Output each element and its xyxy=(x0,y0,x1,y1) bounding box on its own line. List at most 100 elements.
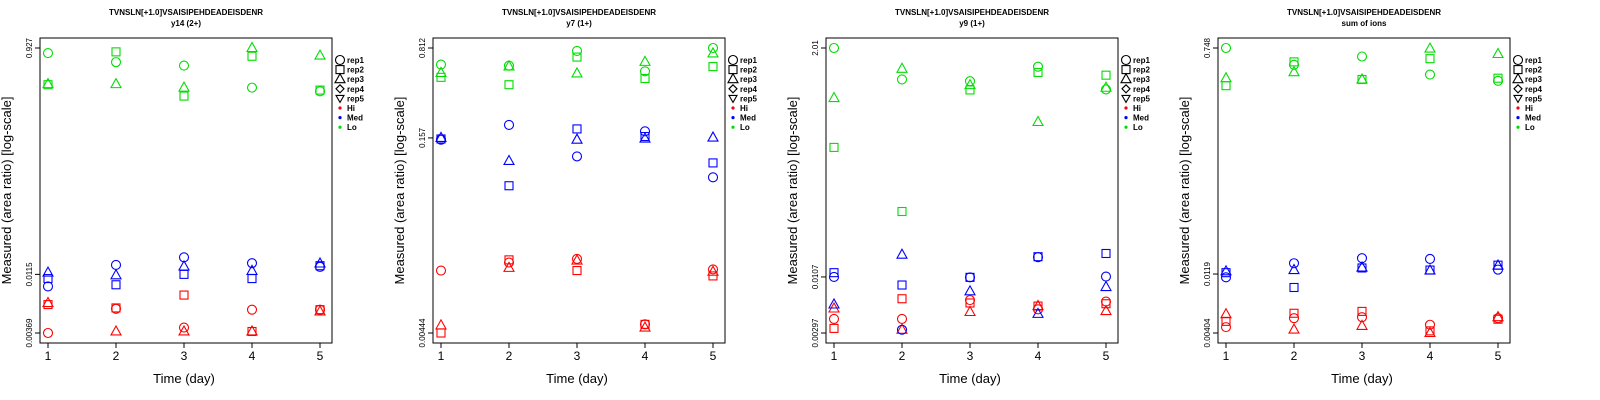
legend-label: rep4 xyxy=(1525,85,1542,94)
legend-marker-rep4 xyxy=(335,84,345,94)
legend-marker-rep3 xyxy=(727,72,739,84)
data-point-lo-rep1 xyxy=(1424,69,1436,80)
x-tick-label: 4 xyxy=(1427,349,1434,363)
data-point-hi-rep3 xyxy=(1424,326,1436,338)
legend-label: rep5 xyxy=(1525,94,1542,103)
data-point-hi-rep1 xyxy=(896,313,908,324)
data-point-hi-rep2 xyxy=(708,271,718,281)
legend-marker-rep4 xyxy=(1121,84,1131,94)
data-point-med-rep1 xyxy=(1288,258,1300,269)
legend-label: rep1 xyxy=(347,56,364,65)
chart-panel-4: TVNSLN[+1.0]VSAISIPEHDEADEISDENR sum of i… xyxy=(1177,8,1542,386)
data-point-hi-rep2 xyxy=(640,319,650,329)
x-tick-label: 1 xyxy=(438,349,445,363)
legend-marker-med xyxy=(731,116,735,120)
x-tick-label: 4 xyxy=(642,349,649,363)
data-point-lo-rep2 xyxy=(179,91,189,101)
data-point-lo-rep1 xyxy=(42,48,54,59)
data-point-lo-rep1 xyxy=(1492,75,1504,86)
plot-frame xyxy=(825,37,1119,344)
legend-label: Lo xyxy=(740,123,750,132)
legend-label: rep1 xyxy=(1525,56,1542,65)
data-point-hi-rep3 xyxy=(1492,310,1504,322)
data-point-med-rep1 xyxy=(1424,253,1436,264)
x-axis-label: Time (day) xyxy=(153,371,215,386)
legend-label: Med xyxy=(740,114,756,123)
data-point-med-rep1 xyxy=(639,126,651,137)
y-tick-label: 0.00444 xyxy=(418,318,427,347)
data-point-hi-rep2 xyxy=(436,328,446,338)
data-point-lo-rep3 xyxy=(110,77,122,89)
data-point-lo-rep3 xyxy=(1032,115,1044,127)
data-point-med-rep3 xyxy=(639,131,651,143)
legend-label: rep1 xyxy=(740,56,757,65)
data-point-lo-rep2 xyxy=(897,206,907,217)
legend-marker-hi xyxy=(1516,106,1520,110)
legend-label: rep2 xyxy=(1525,66,1542,75)
data-point-lo-rep3 xyxy=(42,77,54,89)
data-point-hi-rep2 xyxy=(1289,308,1299,318)
legend-marker-hi xyxy=(731,106,735,110)
data-point-med-rep3 xyxy=(1100,280,1112,292)
plot-frame xyxy=(39,37,333,344)
y-tick-label: 0.0119 xyxy=(1203,262,1212,286)
data-point-lo-rep3 xyxy=(1220,71,1232,83)
data-point-med-rep3 xyxy=(1220,264,1232,276)
data-point-med-rep2 xyxy=(504,181,514,191)
data-point-hi-rep1 xyxy=(246,304,258,315)
chart-title: TVNSLN[+1.0]VSAISIPEHDEADEISDENR xyxy=(895,8,1049,17)
data-point-hi-rep3 xyxy=(571,253,583,265)
data-point-lo-rep2 xyxy=(247,51,257,61)
data-point-hi-rep3 xyxy=(639,320,651,332)
chart-subtitle: sum of ions xyxy=(1342,19,1387,28)
legend-label: rep2 xyxy=(347,66,364,75)
data-point-lo-rep3 xyxy=(828,91,840,103)
x-tick-label: 5 xyxy=(317,349,324,363)
data-point-hi-rep1 xyxy=(828,313,840,324)
data-point-med-rep3 xyxy=(1288,263,1300,275)
legend-label: Med xyxy=(347,114,363,123)
legend-label: Med xyxy=(1525,114,1541,123)
data-point-hi-rep1 xyxy=(1288,313,1300,324)
data-point-hi-rep3 xyxy=(503,261,515,272)
x-tick-label: 2 xyxy=(113,349,120,363)
data-point-hi-rep1 xyxy=(435,265,447,276)
data-point-lo-rep2 xyxy=(43,80,53,90)
data-point-hi-rep1 xyxy=(1424,319,1436,330)
data-point-lo-rep1 xyxy=(639,66,651,77)
legend-marker-rep4 xyxy=(1513,84,1523,94)
data-point-med-rep3 xyxy=(178,259,190,271)
legend-marker-med xyxy=(1516,116,1520,120)
data-point-lo-rep2 xyxy=(572,52,582,62)
data-point-lo-rep2 xyxy=(640,73,650,84)
y-axis-label: Measured (area ratio) [log-scale] xyxy=(392,97,407,285)
data-point-lo-rep1 xyxy=(896,74,908,85)
data-point-med-rep3 xyxy=(828,297,840,309)
chart-title: TVNSLN[+1.0]VSAISIPEHDEADEISDENR xyxy=(109,8,263,17)
data-point-hi-rep2 xyxy=(179,290,189,300)
data-point-med-rep3 xyxy=(1356,260,1368,272)
data-point-lo-rep2 xyxy=(436,72,446,82)
y-tick-label: 0.748 xyxy=(1203,37,1212,58)
data-point-hi-rep3 xyxy=(1220,307,1232,319)
data-point-hi-rep2 xyxy=(897,294,907,304)
data-point-med-rep2 xyxy=(247,274,257,284)
data-point-hi-rep1 xyxy=(1220,322,1232,333)
data-point-lo-rep1 xyxy=(571,45,583,56)
x-tick-label: 2 xyxy=(1291,349,1298,363)
x-tick-label: 5 xyxy=(710,349,717,363)
data-point-lo-rep1 xyxy=(435,59,447,70)
data-point-hi-rep3 xyxy=(964,305,976,317)
data-point-lo-rep3 xyxy=(571,66,583,78)
legend-label: rep2 xyxy=(1133,66,1150,75)
data-point-med-rep2 xyxy=(965,272,975,282)
legend-label: Hi xyxy=(1525,104,1533,113)
data-point-med-rep3 xyxy=(314,256,326,268)
legend-marker-rep4 xyxy=(728,84,738,94)
chart-subtitle: y9 (1+) xyxy=(959,19,985,28)
data-point-lo-rep3 xyxy=(178,80,190,92)
data-point-med-rep1 xyxy=(246,258,258,269)
chart-title: TVNSLN[+1.0]VSAISIPEHDEADEISDENR xyxy=(502,8,656,17)
data-point-lo-rep3 xyxy=(1424,41,1436,53)
